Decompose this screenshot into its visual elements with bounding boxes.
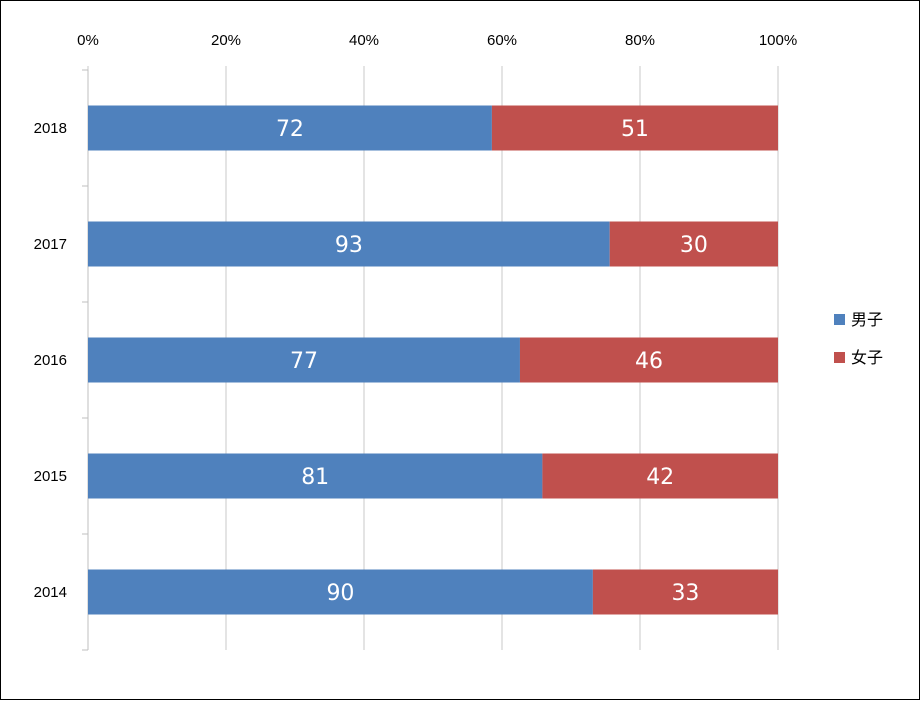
legend-label: 男子	[851, 310, 883, 329]
category-label: 2018	[34, 120, 67, 137]
x-tick-label: 100%	[759, 32, 797, 49]
bar-boys-2014	[88, 569, 593, 615]
category-label: 2015	[34, 468, 67, 485]
bar-boys-2018	[88, 105, 492, 151]
category-label: 2017	[34, 236, 67, 253]
x-tick-label: 60%	[487, 32, 517, 49]
data-label: 77	[290, 349, 318, 374]
legend-swatch	[834, 352, 845, 363]
category-axis	[82, 69, 89, 651]
bar-girls-2014	[592, 569, 778, 615]
x-tick-label: 40%	[349, 32, 379, 49]
data-label: 93	[335, 233, 363, 258]
data-labels: 72 51 93 30 77 46 81 42 90 33	[276, 117, 708, 606]
bar-girls-2015	[542, 453, 778, 499]
bar-boys-2017	[88, 221, 610, 267]
data-label: 46	[635, 349, 663, 374]
x-tick-label: 0%	[77, 32, 99, 49]
data-label: 42	[646, 465, 674, 490]
data-label: 30	[680, 233, 708, 258]
category-label: 2014	[34, 584, 67, 601]
data-label: 81	[301, 465, 329, 490]
category-label: 2016	[34, 352, 67, 369]
data-label: 72	[276, 117, 304, 142]
legend-label: 女子	[851, 348, 883, 367]
data-label: 90	[326, 581, 354, 606]
bars	[88, 105, 778, 615]
legend-swatch	[834, 314, 845, 325]
x-tick-label: 20%	[211, 32, 241, 49]
bar-boys-2015	[88, 453, 543, 499]
x-tick-labels: 0% 20% 40% 60% 80% 100%	[77, 32, 797, 49]
category-labels: 2018 2017 2016 2015 2014	[34, 120, 67, 601]
bar-girls-2017	[609, 221, 778, 267]
bar-boys-2016	[88, 337, 520, 383]
x-tick-label: 80%	[625, 32, 655, 49]
bar-girls-2018	[491, 105, 778, 151]
bar-girls-2016	[519, 337, 778, 383]
data-label: 33	[671, 581, 699, 606]
data-label: 51	[621, 117, 649, 142]
